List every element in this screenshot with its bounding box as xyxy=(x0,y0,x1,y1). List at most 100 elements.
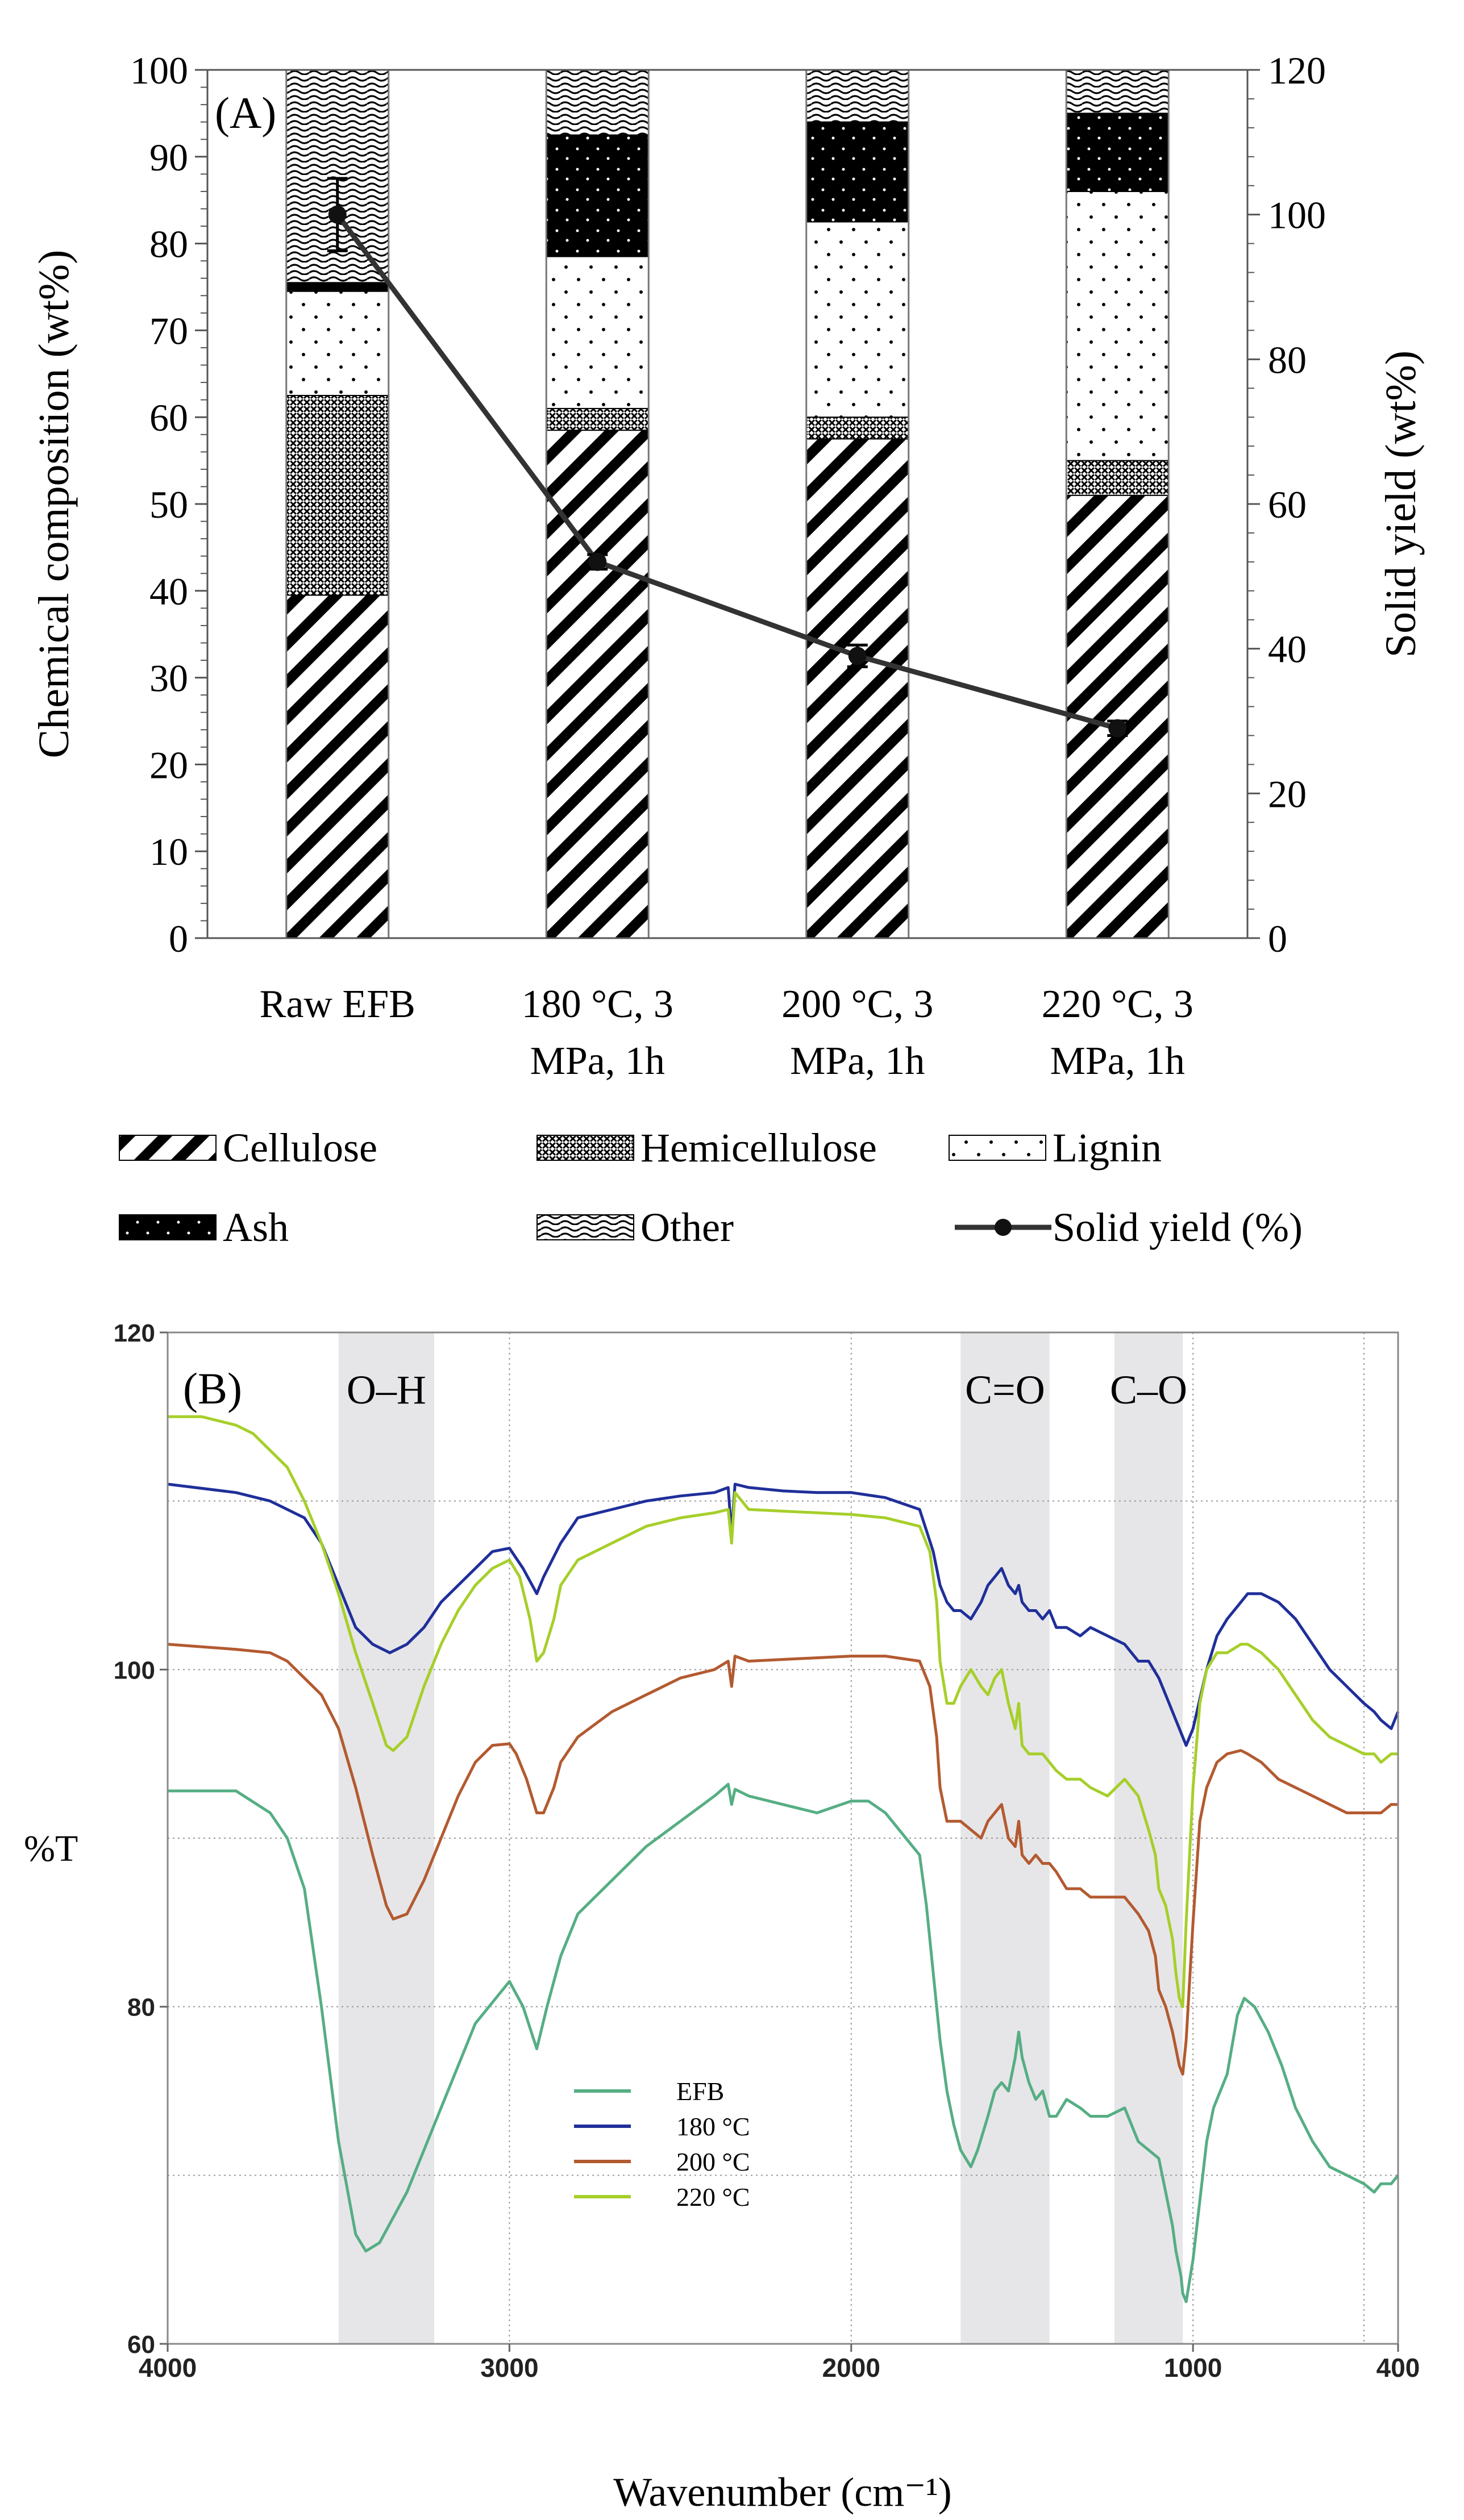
bar-ash-2 xyxy=(546,134,650,257)
legend-label-efb: EFB xyxy=(676,2077,724,2106)
panel-b-spectra xyxy=(167,1415,1400,2304)
right-tick-label: 80 xyxy=(1268,338,1307,381)
panel-b-x-axis-title: Wavenumber (cm⁻¹) xyxy=(613,2469,952,2515)
bar-lignin-4 xyxy=(1066,190,1170,461)
y-tick-label: 80 xyxy=(127,1994,155,2022)
panel-a-chart: 0 10 20 30 40 50 60 70 80 90 100 0 20 40 60 80 100 120 R… xyxy=(30,49,1425,1250)
bar-lignin-1 xyxy=(285,290,389,397)
solid-yield-line xyxy=(335,213,1118,731)
left-tick-label: 10 xyxy=(149,830,188,873)
panel-b-plot-frame xyxy=(167,1331,1399,2345)
category-label-2: MPa, 1h xyxy=(530,1039,665,1083)
panel-b-axes: 4000 3000 2000 1000 400 60 80 100 120 xyxy=(114,1319,1420,2382)
bar-lignin-2 xyxy=(546,256,650,409)
panel-a-solid-yield-line xyxy=(327,177,1128,738)
bar-hemicellulose-2 xyxy=(546,407,650,431)
right-tick-label: 20 xyxy=(1268,772,1307,815)
x-tick-label: 1000 xyxy=(1164,2353,1222,2382)
left-tick-label: 60 xyxy=(149,396,188,439)
left-tick-label: 0 xyxy=(169,917,188,960)
category-label-3: MPa, 1h xyxy=(790,1039,925,1083)
bar-cellulose-2 xyxy=(546,430,650,939)
legend-label-220-c: 220 °C xyxy=(676,2182,750,2211)
y-tick-label: 100 xyxy=(114,1656,155,1684)
legend-label-lignin: Lignin xyxy=(1053,1125,1162,1171)
x-tick-label: 400 xyxy=(1376,2353,1420,2382)
panel-b-gridlines xyxy=(168,1332,1398,2344)
legend-label-solid-yield: Solid yield (%) xyxy=(1053,1205,1303,1250)
spectrum-200-c xyxy=(167,1643,1398,2076)
left-tick-label: 80 xyxy=(149,223,188,266)
panel-a-left-axis: 0 10 20 30 40 50 60 70 80 90 100 xyxy=(130,49,207,960)
panel-a-left-axis-title: Chemical composition (wt%) xyxy=(30,250,78,759)
panel-a-label: (A) xyxy=(215,88,276,138)
legend-swatch-lignin xyxy=(949,1135,1046,1161)
bar-ash-1 xyxy=(285,282,389,292)
legend-label-hemicellulose: Hemicellulose xyxy=(640,1125,877,1171)
right-tick-label: 40 xyxy=(1268,628,1307,671)
panel-b-y-axis-title: %T xyxy=(24,1828,78,1869)
left-tick-label: 40 xyxy=(149,570,188,613)
legend-swatch-other xyxy=(536,1214,634,1240)
panel-a-right-axis-title: Solid yield (wt%) xyxy=(1377,351,1425,657)
band-label-c-o: C=O xyxy=(965,1367,1045,1413)
panel-a-legend: Cellulose Hemicellulose Lignin Ash Other Soli… xyxy=(119,1125,1303,1250)
solid-yield-point-2 xyxy=(588,552,607,571)
band-label-c-o: C–O xyxy=(1110,1367,1187,1413)
x-tick-label: 2000 xyxy=(822,2353,880,2382)
right-tick-label: 120 xyxy=(1268,49,1326,92)
panel-a-bars xyxy=(285,69,1170,939)
x-tick-label: 4000 xyxy=(139,2353,197,2382)
right-tick-label: 60 xyxy=(1268,483,1307,526)
legend-marker-solid-yield xyxy=(995,1219,1012,1236)
panel-a-right-axis: 0 20 40 60 80 100 120 xyxy=(1247,49,1326,960)
bar-ash-3 xyxy=(805,121,909,223)
right-tick-label: 100 xyxy=(1268,194,1326,237)
bar-hemicellulose-3 xyxy=(805,416,909,440)
legend-label-cellulose: Cellulose xyxy=(223,1125,377,1171)
bar-other-4 xyxy=(1066,69,1170,114)
panel-b-label: (B) xyxy=(183,1364,242,1413)
band-c-o xyxy=(960,1332,1050,2344)
left-tick-label: 100 xyxy=(130,49,188,92)
bar-ash-4 xyxy=(1066,113,1170,192)
category-label-3: 200 °C, 3 xyxy=(781,982,933,1026)
legend-label-ash: Ash xyxy=(223,1205,289,1250)
solid-yield-point-4 xyxy=(1108,719,1127,738)
bar-hemicellulose-4 xyxy=(1066,460,1170,496)
spectrum-220-c xyxy=(168,1415,1398,2009)
panel-b-chart: O–H C=O C–O 4000 3000 2000 1000 4006080100120 … xyxy=(24,1319,1420,2515)
right-tick-label: 0 xyxy=(1268,917,1287,960)
y-tick-label: 120 xyxy=(114,1319,155,1347)
bar-cellulose-3 xyxy=(805,438,909,939)
legend-label-200-c: 200 °C xyxy=(676,2147,750,2176)
spectrum-efb xyxy=(168,1782,1399,2304)
bar-other-2 xyxy=(546,69,650,136)
legend-label-other: Other xyxy=(640,1205,734,1250)
category-label-1: Raw EFB xyxy=(260,982,415,1026)
legend-swatch-cellulose xyxy=(119,1135,217,1161)
solid-yield-point-1 xyxy=(328,205,347,224)
left-tick-label: 50 xyxy=(149,483,188,526)
category-label-2: 180 °C, 3 xyxy=(522,982,673,1026)
left-tick-label: 30 xyxy=(149,657,188,700)
spectrum-180-c xyxy=(167,1482,1400,1747)
panel-b-legend: EFB 180 °C 200 °C 220 °C xyxy=(574,2077,750,2211)
left-tick-label: 20 xyxy=(149,743,188,786)
category-label-4: 220 °C, 3 xyxy=(1042,982,1193,1026)
x-tick-label: 3000 xyxy=(480,2353,538,2382)
bar-lignin-3 xyxy=(805,221,909,418)
panel-a-category-labels: Raw EFB 180 °C, 3 MPa, 1h 200 °C, 3 MPa, 1h 2… xyxy=(260,982,1193,1083)
left-tick-label: 70 xyxy=(149,309,188,352)
solid-yield-point-3 xyxy=(848,647,867,665)
legend-label-180-c: 180 °C xyxy=(676,2112,750,2141)
legend-swatch-ash xyxy=(119,1214,217,1240)
y-tick-label: 60 xyxy=(127,2331,155,2359)
band-label-o-h: O–H xyxy=(347,1367,426,1413)
legend-swatch-hemicellulose xyxy=(536,1135,634,1161)
bar-cellulose-1 xyxy=(285,594,389,939)
bar-other-3 xyxy=(805,69,909,123)
category-label-4: MPa, 1h xyxy=(1050,1039,1185,1083)
bar-hemicellulose-1 xyxy=(285,395,389,596)
